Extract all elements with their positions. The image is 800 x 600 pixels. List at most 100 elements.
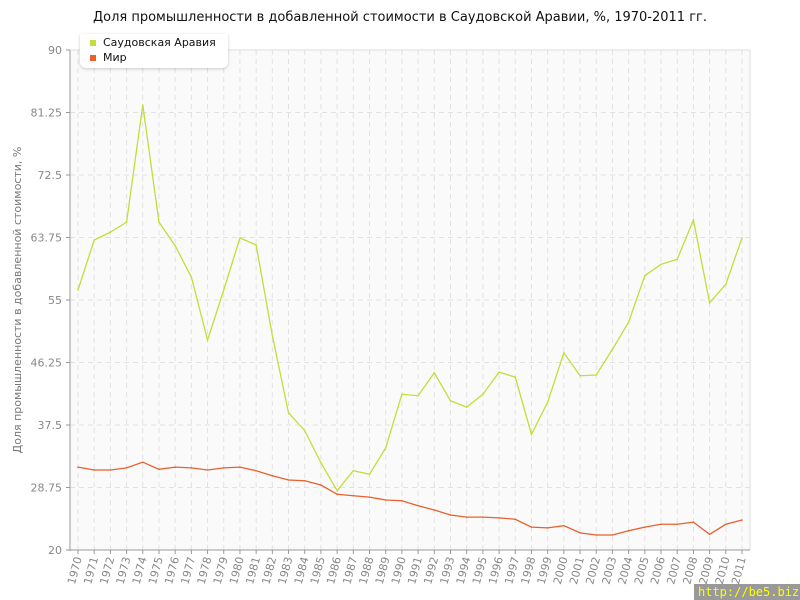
y-tick-label: 37.5 [38,419,63,432]
legend-label: Мир [103,51,127,64]
data-point [271,334,274,337]
series-line-saudi-arabia [77,104,743,492]
data-point [109,469,112,471]
data-point [206,339,209,341]
data-point [109,231,112,233]
data-point [384,499,387,501]
data-point [320,484,322,486]
data-point [368,496,371,498]
y-tick-label: 20 [48,544,62,557]
data-point [222,467,225,469]
data-point [498,371,500,373]
data-point [579,532,581,534]
data-point [660,523,662,526]
watermark[interactable]: http://be5.biz [694,584,800,600]
data-point [433,372,436,374]
legend-item-saudi[interactable]: Саудовская Аравия [90,36,216,50]
y-tick-label: 90 [48,44,62,57]
data-point [627,529,630,532]
data-point [336,489,338,492]
data-point [255,244,257,246]
data-point [692,521,695,523]
data-point [644,274,646,277]
data-point [741,519,743,521]
legend: Саудовская Аравия Мир [80,34,228,68]
data-point [465,406,468,408]
legend-swatch [90,40,96,46]
data-point [449,514,452,516]
data-point [287,412,290,414]
data-point [174,244,176,247]
data-point [498,517,500,519]
data-point [190,276,193,278]
data-point [514,376,517,378]
data-point [401,499,403,502]
data-point [482,516,484,518]
legend-swatch [90,55,96,61]
data-point [530,433,533,436]
data-point [93,239,95,241]
data-point [239,466,241,468]
data-point [93,469,95,471]
y-axis-label: Доля промышленности в добавленной стоимо… [11,147,24,454]
y-tick-label: 28.75 [31,482,63,495]
data-point [352,494,355,497]
data-point [255,469,257,472]
y-tick-label: 63.75 [31,232,63,245]
y-tick-label: 81.25 [31,107,63,120]
data-point [433,509,436,511]
data-point [579,374,581,377]
y-tick-label: 46.25 [31,357,63,370]
series-line-world [77,461,743,536]
data-point [530,526,533,528]
data-point [158,221,160,223]
data-point [239,237,241,239]
y-tick-label: 55 [48,294,62,307]
data-point [303,479,306,482]
data-point [708,533,711,536]
data-point [611,348,614,351]
data-point [158,468,160,471]
data-point [271,474,274,477]
data-point [482,393,484,396]
legend-item-world[interactable]: Мир [90,51,127,65]
data-point [644,526,646,528]
y-tick-label: 72.5 [38,169,63,182]
data-point [611,534,614,536]
data-point [141,104,144,106]
data-point [563,352,565,354]
data-point [725,283,727,286]
data-point [417,504,419,507]
data-point [141,461,144,463]
data-point [352,469,355,472]
data-point [401,393,403,396]
data-point [595,534,598,536]
data-point [676,258,679,261]
legend-label: Саудовская Аравия [103,36,216,49]
data-point [660,263,662,266]
data-point [595,374,598,376]
data-point [725,523,727,526]
data-point [546,401,549,403]
data-point [465,516,468,518]
data-point [546,527,549,529]
data-point [417,394,419,397]
data-point [708,302,711,304]
data-point [384,447,387,449]
chart-title: Доля промышленности в добавленной стоимо… [92,10,707,25]
data-point [77,289,79,291]
data-point [627,321,630,323]
data-point [222,289,225,291]
data-point [514,518,517,521]
data-point [320,462,322,464]
data-point [303,429,306,432]
data-point [287,479,290,481]
data-point [676,523,679,526]
data-point [368,473,371,476]
data-point [174,466,176,468]
data-point [692,219,695,221]
data-point [449,399,452,402]
data-point [190,467,193,469]
data-point [77,466,79,468]
